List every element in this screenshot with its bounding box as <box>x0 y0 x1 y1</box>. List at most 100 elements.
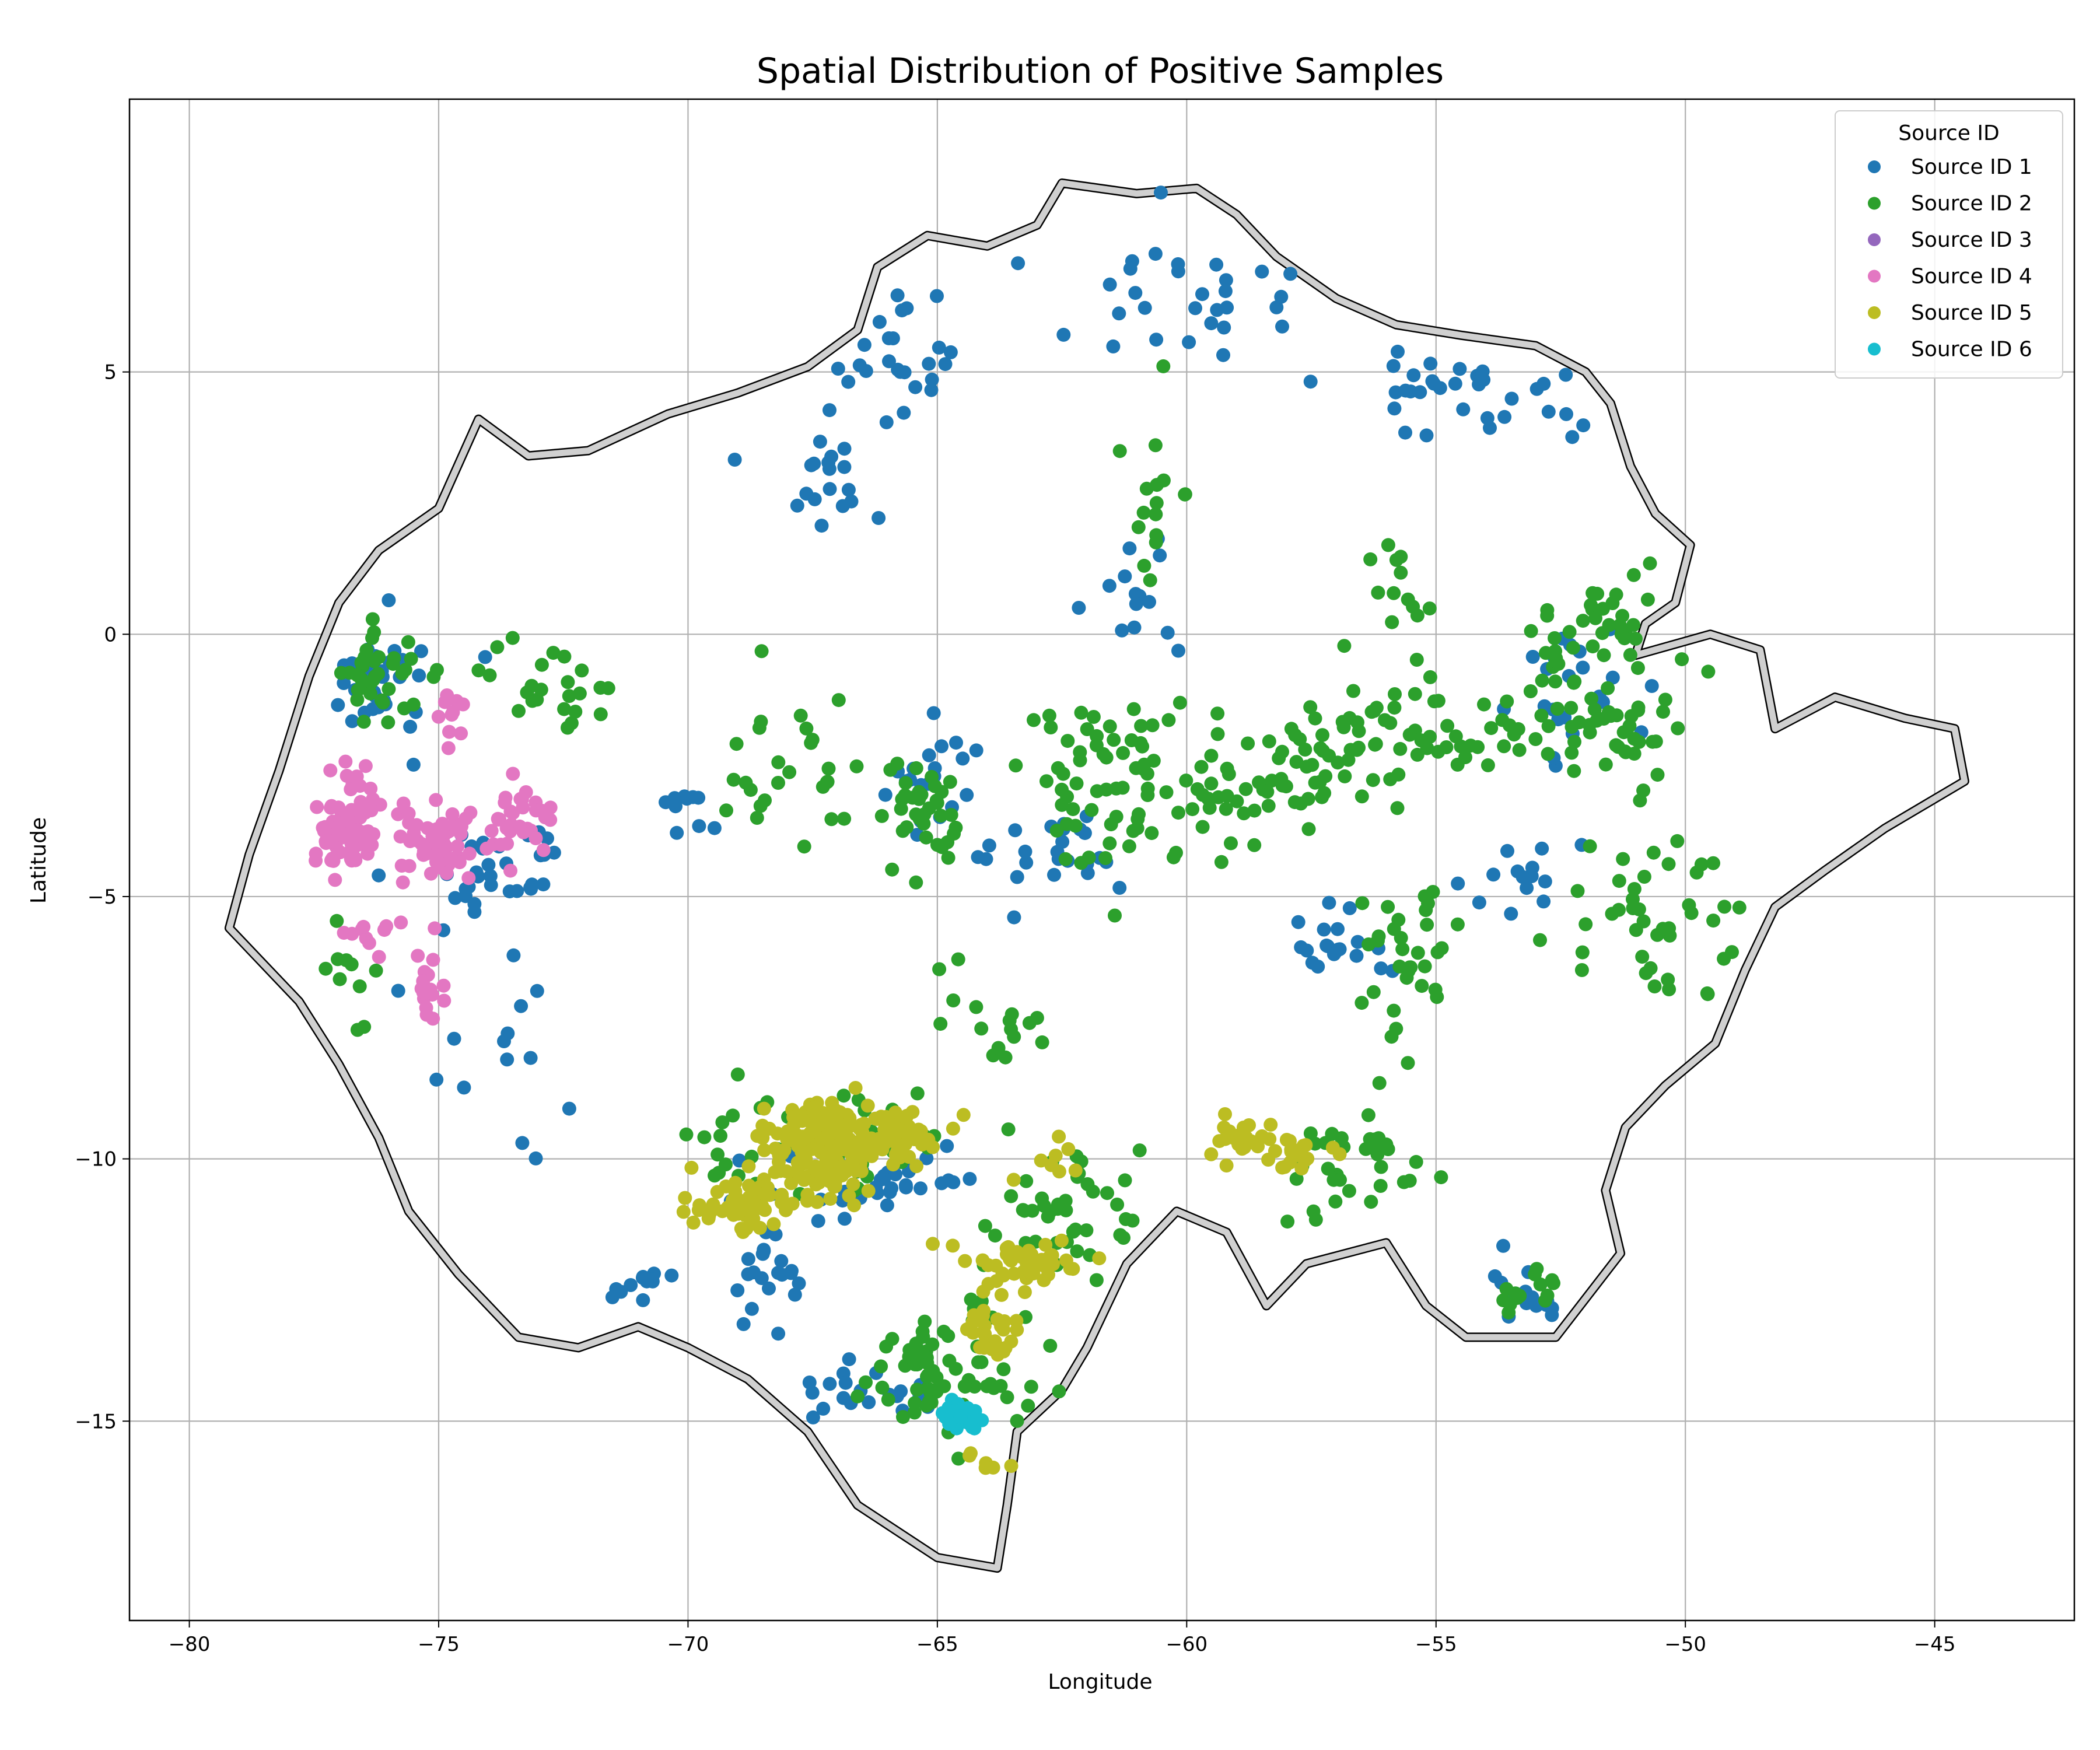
data-point <box>730 1283 745 1297</box>
data-point <box>990 1312 1005 1326</box>
data-point <box>480 841 494 856</box>
data-point <box>805 733 820 747</box>
data-point <box>692 819 706 834</box>
data-point <box>1156 359 1171 373</box>
data-point <box>1305 758 1320 772</box>
data-point <box>1510 1291 1524 1305</box>
data-point <box>1433 381 1447 396</box>
data-point <box>1011 256 1026 271</box>
data-point <box>1291 915 1306 929</box>
data-point <box>1590 586 1605 601</box>
data-point <box>1252 775 1266 790</box>
data-point <box>1410 747 1424 762</box>
data-point <box>680 792 694 806</box>
series-4-points <box>309 688 558 1026</box>
data-point <box>773 1164 788 1178</box>
data-point <box>1373 1179 1388 1193</box>
data-point <box>1122 541 1137 556</box>
data-point <box>943 775 957 789</box>
y-tick-label: −5 <box>88 886 117 909</box>
data-point <box>328 873 342 887</box>
data-point <box>1149 496 1164 510</box>
data-point <box>1241 736 1255 751</box>
data-point <box>779 1203 793 1217</box>
data-point <box>1525 650 1540 664</box>
data-point <box>1575 945 1590 960</box>
data-point <box>910 1382 925 1397</box>
data-point <box>331 698 345 712</box>
data-point <box>1409 653 1424 667</box>
data-point <box>396 875 410 890</box>
data-point <box>1371 929 1386 944</box>
data-point <box>1089 738 1104 752</box>
data-point <box>1612 618 1627 632</box>
data-point <box>1496 1238 1510 1253</box>
data-point <box>730 1194 744 1209</box>
data-point <box>1472 895 1486 910</box>
data-point <box>1142 594 1156 609</box>
data-point <box>368 669 382 684</box>
data-point <box>964 1292 978 1307</box>
data-point <box>1220 761 1234 776</box>
data-point <box>1578 917 1593 932</box>
data-point <box>933 1017 948 1031</box>
data-point <box>332 972 347 986</box>
data-point <box>719 803 733 818</box>
data-point <box>974 1355 989 1370</box>
legend-marker <box>1868 270 1881 283</box>
y-tick-label: 0 <box>104 623 117 646</box>
data-point <box>885 1332 900 1346</box>
data-point <box>484 824 499 838</box>
data-point <box>837 460 852 474</box>
data-point <box>372 950 386 964</box>
data-point <box>898 1178 913 1192</box>
data-point <box>755 1247 770 1261</box>
data-point <box>900 1108 914 1123</box>
data-point <box>1525 860 1539 875</box>
data-point <box>837 811 852 826</box>
data-point <box>1135 739 1150 754</box>
data-point <box>988 1228 1002 1243</box>
data-point <box>1530 382 1544 396</box>
data-point <box>807 456 821 471</box>
data-point <box>524 678 539 693</box>
data-point <box>1210 706 1225 721</box>
data-point <box>360 824 375 839</box>
data-point <box>1333 1172 1347 1187</box>
data-point <box>679 1127 694 1142</box>
data-point <box>919 1151 934 1166</box>
data-point <box>1182 335 1196 349</box>
data-point <box>1497 410 1512 424</box>
data-point <box>1671 721 1685 736</box>
data-point <box>1598 757 1613 772</box>
data-point <box>1051 1202 1065 1216</box>
data-point <box>838 1376 853 1390</box>
series-5-points <box>676 1081 1347 1475</box>
data-point <box>744 1196 758 1210</box>
data-point <box>816 1401 831 1416</box>
data-point <box>1418 889 1432 904</box>
data-point <box>755 1201 769 1216</box>
data-point <box>1194 760 1209 774</box>
data-point <box>1209 257 1224 272</box>
data-point <box>1131 520 1146 534</box>
data-point <box>942 1417 957 1431</box>
data-point <box>963 1417 978 1432</box>
data-point <box>1574 963 1589 977</box>
data-point <box>1146 754 1161 768</box>
data-point <box>1280 1214 1295 1229</box>
data-point <box>913 1346 928 1360</box>
data-point <box>1626 901 1640 915</box>
data-point <box>1219 273 1233 288</box>
data-point <box>449 822 463 836</box>
data-point <box>1077 826 1092 841</box>
data-point <box>976 1284 991 1299</box>
data-point <box>1536 894 1551 909</box>
data-point <box>1640 592 1655 607</box>
data-point <box>1308 711 1322 726</box>
data-point <box>386 657 400 671</box>
data-point <box>713 1129 727 1143</box>
data-point <box>1534 708 1549 723</box>
data-point <box>1541 719 1556 733</box>
data-point <box>859 364 873 378</box>
